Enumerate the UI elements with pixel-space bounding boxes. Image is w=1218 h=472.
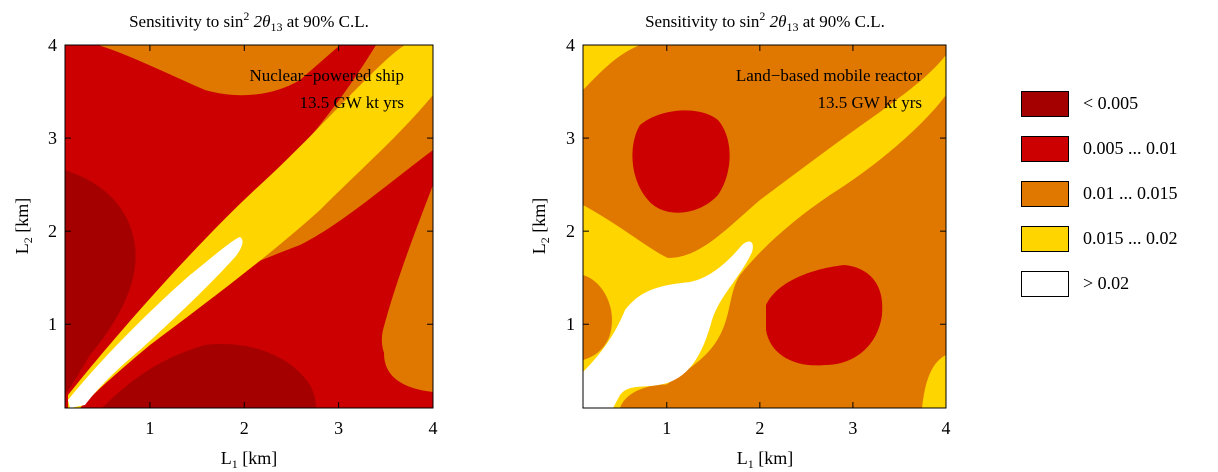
right-y-tick-label: 1 [566, 314, 575, 334]
right-region-orange-left [583, 275, 612, 360]
left-y-tick-label: 1 [48, 314, 57, 334]
right-plot-frame [582, 44, 947, 409]
legend-swatch-gt-0-02 [1021, 271, 1069, 297]
right-y-ticks: 1 2 3 4 [566, 35, 946, 334]
left-x-axis-label: L1 [km] [221, 448, 278, 471]
right-region-yellow-bottomright [922, 355, 946, 408]
right-x-tick-label: 2 [755, 418, 764, 438]
left-y-tick-label: 2 [48, 221, 57, 241]
right-x-tick-label: 1 [662, 418, 671, 438]
right-region-white [583, 241, 753, 408]
right-annotation-line2: 13.5 GW kt yrs [817, 93, 922, 112]
left-x-tick-label: 2 [240, 418, 249, 438]
right-y-tick-label: 2 [566, 221, 575, 241]
left-x-tick-label: 4 [429, 418, 438, 438]
legend-item-0-005-0-01: 0.005 ... 0.01 [1021, 136, 1211, 164]
right-x-tick-label: 4 [942, 418, 951, 438]
right-region-orange-bottom [620, 384, 712, 408]
left-plot-frame [64, 44, 434, 409]
legend-item-0-015-0-02: 0.015 ... 0.02 [1021, 226, 1211, 254]
left-region-darkred-left [65, 170, 136, 395]
legend-label: 0.01 ... 0.015 [1083, 183, 1178, 203]
left-y-tick-label: 4 [48, 35, 57, 55]
left-x-tick-label: 3 [334, 418, 343, 438]
left-y-tick-label: 3 [48, 128, 57, 148]
right-y-axis-label: L2 [km] [529, 198, 552, 255]
legend-label: < 0.005 [1083, 93, 1139, 113]
left-x-ticks: 1 2 3 4 [145, 45, 438, 438]
left-region-orange-right [384, 270, 433, 392]
legend-swatch-0-005-0-01 [1021, 136, 1069, 162]
legend-swatch-lt-0-005 [1021, 91, 1069, 117]
right-y-tick-label: 4 [566, 35, 575, 55]
legend-label: > 0.02 [1083, 273, 1130, 293]
right-y-tick-label: 3 [566, 128, 575, 148]
legend-label: 0.005 ... 0.01 [1083, 138, 1178, 158]
legend-label: 0.015 ... 0.02 [1083, 228, 1178, 248]
right-x-tick-label: 3 [848, 418, 857, 438]
right-panel: Sensitivity to sin2 2θ13 at 90% C.L. 1 2 3… [529, 9, 951, 471]
left-y-axis-label: L2 [km] [12, 198, 35, 255]
left-y-ticks: 1 2 3 4 [48, 35, 433, 334]
right-title: Sensitivity to sin2 2θ13 at 90% C.L. [645, 9, 885, 34]
legend-swatch-0-01-0-015 [1021, 181, 1069, 207]
left-region-white [68, 237, 243, 408]
legend-item-0-01-0-015: 0.01 ... 0.015 [1021, 181, 1211, 209]
left-panel: Sensitivity to sin2 2θ13 at 90% C.L. 1 2 3… [12, 9, 438, 471]
left-x-tick-label: 1 [145, 418, 154, 438]
right-x-axis-label: L1 [km] [737, 448, 794, 471]
right-region-yellow-topleft [583, 45, 640, 90]
legend-item-lt-0-005: < 0.005 [1021, 91, 1211, 119]
left-title: Sensitivity to sin2 2θ13 at 90% C.L. [129, 9, 369, 34]
left-annotation-line2: 13.5 GW kt yrs [299, 93, 404, 112]
right-region-red-island-upper [632, 110, 730, 213]
right-contour-map [583, 45, 946, 408]
left-contour-map [65, 45, 433, 408]
legend-item-gt-0-02: > 0.02 [1021, 271, 1211, 299]
right-region-red-island-lower [766, 265, 883, 366]
right-x-ticks: 1 2 3 4 [662, 45, 951, 438]
left-region-darkred-bottom [102, 344, 316, 408]
legend-swatch-0-015-0-02 [1021, 226, 1069, 252]
left-annotation-line1: Nuclear−powered ship [249, 66, 404, 85]
right-annotation-line1: Land−based mobile reactor [736, 66, 922, 85]
